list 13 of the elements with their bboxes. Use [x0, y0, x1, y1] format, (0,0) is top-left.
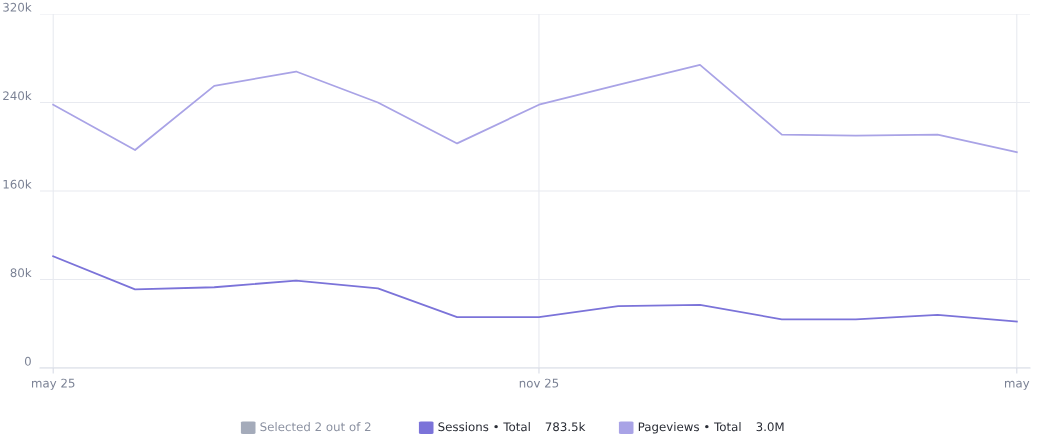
y-tick-label: 240k [3, 91, 32, 101]
legend-label: Pageviews • Total [638, 422, 741, 434]
text: Selected 2 out of 2 [260, 422, 371, 432]
y-tick-label: 0 [24, 356, 31, 366]
x-tick-label: may 25 [32, 378, 75, 390]
x-tick-label: may [1005, 380, 1030, 390]
text: 3.0M [756, 422, 784, 432]
x-tick-label: nov 25 [519, 378, 559, 388]
legend-label: Sessions • Total [438, 422, 530, 432]
y-tick-label: 80k [10, 268, 32, 278]
text: 783.5k [545, 422, 586, 432]
y-tick-label: 160k [3, 179, 32, 189]
y-tick-label: 320k [3, 2, 32, 12]
